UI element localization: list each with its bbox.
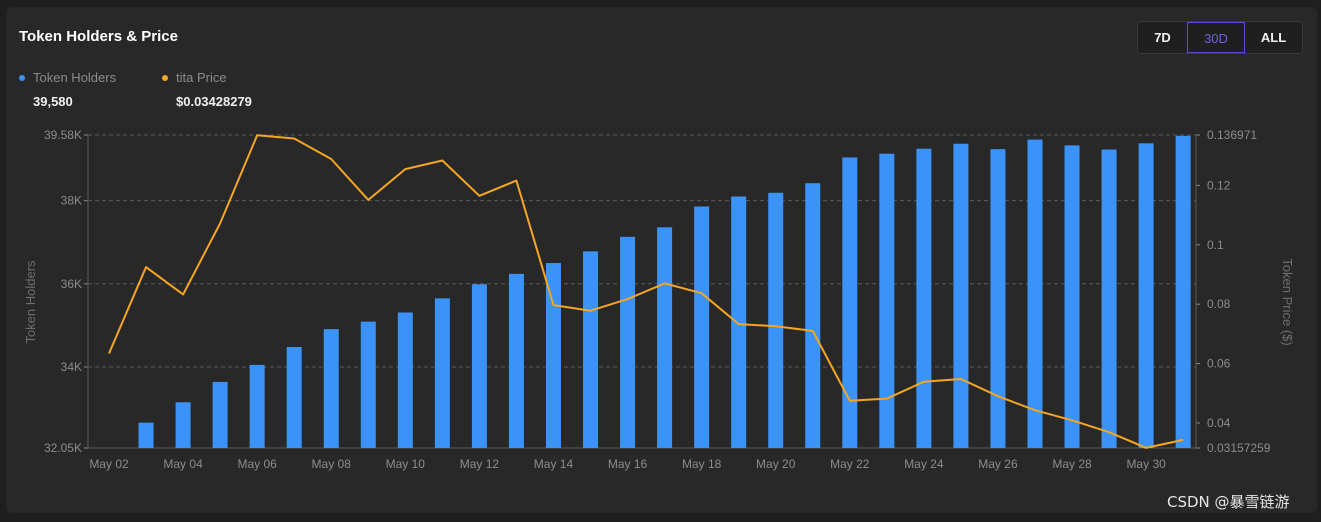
legend-tita-price[interactable]: tita Price	[162, 70, 227, 85]
right-tick-label: 0.03157259	[1207, 441, 1271, 455]
bar-token-holders	[1175, 135, 1191, 448]
x-tick-label: May 26	[978, 457, 1018, 471]
left-tick-label: 36K	[61, 277, 82, 291]
bar-token-holders	[323, 329, 339, 448]
right-tick-label: 0.1	[1207, 238, 1224, 252]
x-tick-label: May 28	[1052, 457, 1092, 471]
right-tick-label: 0.04	[1207, 416, 1231, 430]
x-tick-label: May 18	[682, 457, 722, 471]
token-holders-value: 39,580	[33, 94, 73, 109]
x-tick-label: May 24	[904, 457, 944, 471]
bar-token-holders	[138, 422, 154, 448]
right-tick-label: 0.06	[1207, 357, 1231, 371]
bar-token-holders	[545, 263, 561, 448]
right-tick-label: 0.136971	[1207, 128, 1257, 142]
x-tick-label: May 04	[163, 457, 203, 471]
bar-token-holders	[508, 273, 524, 448]
bar-token-holders	[397, 312, 413, 448]
bar-token-holders	[286, 346, 302, 448]
x-tick-label: May 10	[386, 457, 426, 471]
range-selector: 7D 30D ALL	[1137, 21, 1303, 54]
bar-token-holders	[583, 251, 599, 448]
bar-token-holders	[879, 153, 895, 448]
token-holders-dot-icon	[19, 74, 25, 81]
x-tick-label: May 12	[460, 457, 500, 471]
x-tick-label: May 20	[756, 457, 796, 471]
left-tick-label: 39.58K	[44, 128, 82, 142]
range-all-button[interactable]: ALL	[1245, 22, 1302, 53]
bar-token-holders	[768, 192, 784, 448]
x-tick-label: May 06	[237, 457, 277, 471]
range-30d-button[interactable]: 30D	[1187, 22, 1245, 53]
x-tick-label: May 16	[608, 457, 648, 471]
legend-tita-price-label: tita Price	[176, 70, 227, 85]
right-tick-label: 0.12	[1207, 178, 1231, 192]
bar-token-holders	[1101, 149, 1117, 449]
bar-token-holders	[175, 402, 191, 448]
range-7d-button[interactable]: 7D	[1138, 22, 1187, 53]
bar-token-holders	[1064, 145, 1080, 448]
right-tick-label: 0.08	[1207, 297, 1231, 311]
left-tick-label: 34K	[61, 360, 82, 374]
bar-token-holders	[249, 364, 265, 448]
x-tick-label: May 30	[1126, 457, 1166, 471]
bar-token-holders	[805, 183, 821, 449]
bar-token-holders	[1027, 139, 1043, 448]
left-tick-label: 38K	[61, 194, 82, 208]
tita-price-dot-icon	[162, 74, 168, 81]
line-tita-price	[108, 134, 1184, 449]
bar-token-holders	[694, 206, 710, 448]
x-tick-label: May 22	[830, 457, 870, 471]
x-tick-label: May 14	[534, 457, 574, 471]
legend-token-holders-label: Token Holders	[33, 70, 117, 85]
bar-token-holders	[1138, 143, 1154, 448]
bar-token-holders	[212, 381, 228, 448]
left-tick-label: 32.05K	[44, 441, 82, 455]
right-axis-title: Token Price ($)	[1280, 258, 1295, 345]
x-tick-label: May 02	[89, 457, 129, 471]
bar-token-holders	[657, 227, 673, 448]
bar-token-holders	[953, 143, 969, 449]
bar-token-holders	[990, 149, 1006, 448]
tita-price-value: $0.03428279	[176, 94, 252, 109]
bar-token-holders	[731, 196, 747, 448]
legend-token-holders[interactable]: Token Holders	[19, 70, 116, 85]
bar-token-holders	[620, 236, 636, 448]
x-tick-label: May 08	[312, 457, 352, 471]
bar-token-holders	[360, 321, 376, 448]
chart-title: Token Holders & Price	[19, 28, 178, 45]
watermark-text: CSDN @暴雪链游	[1167, 493, 1290, 511]
bar-token-holders	[842, 157, 858, 448]
left-axis-title: Token Holders	[23, 260, 38, 344]
bar-token-holders	[471, 284, 487, 448]
bar-token-holders	[916, 148, 932, 448]
bar-token-holders	[434, 298, 450, 448]
